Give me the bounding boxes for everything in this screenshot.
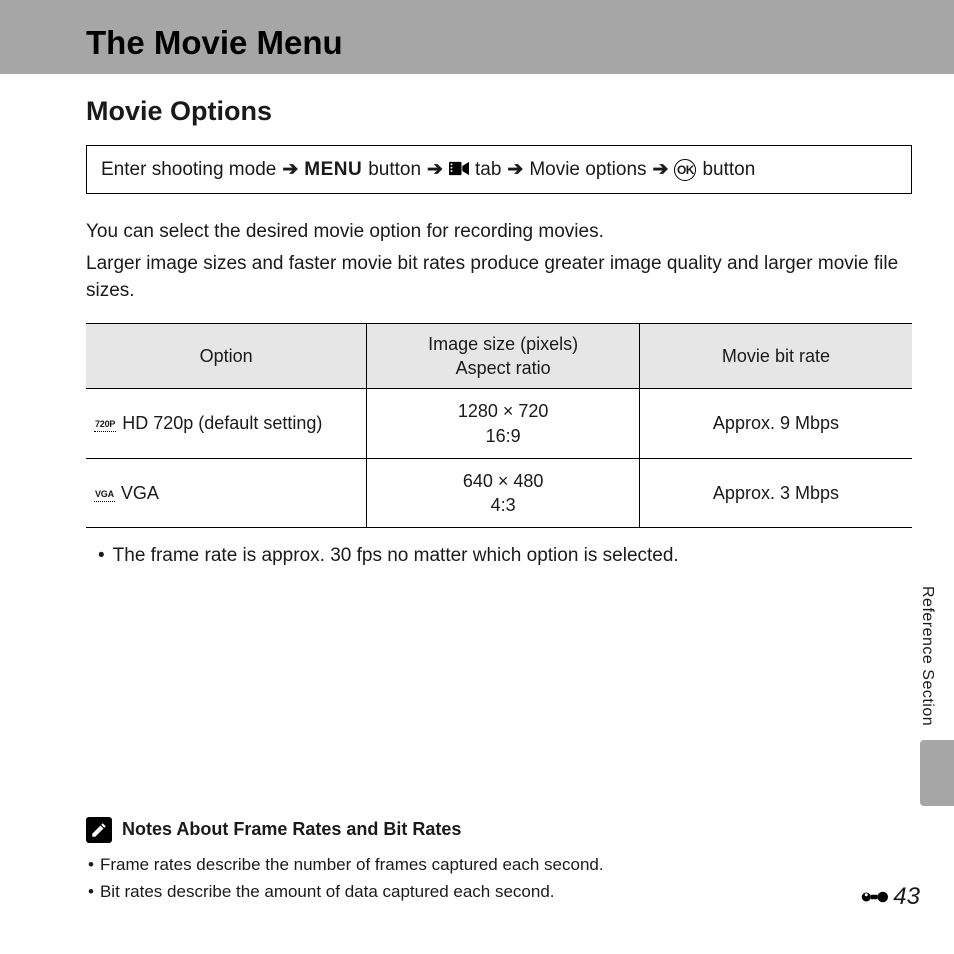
side-tab-label: Reference Section	[918, 586, 954, 726]
arrow-icon: ➔	[282, 158, 298, 181]
notes-section: Notes About Frame Rates and Bit Rates Fr…	[86, 817, 912, 905]
table-row: VGAVGA 640 × 4804:3 Approx. 3 Mbps	[86, 458, 912, 528]
nav-step-shooting: Enter shooting mode	[101, 159, 276, 181]
arrow-icon: ➔	[653, 158, 669, 181]
cell-size: 1280 × 72016:9	[367, 389, 640, 459]
cell-bitrate: Approx. 9 Mbps	[639, 389, 912, 459]
bullet-list: The frame rate is approx. 30 fps no matt…	[86, 542, 912, 571]
cell-option: 720PHD 720p (default setting)	[86, 389, 367, 459]
format-720p-icon: 720P	[94, 418, 116, 432]
pencil-note-icon	[86, 817, 112, 843]
nav-step-tab: tab	[475, 159, 501, 181]
movie-tab-icon	[449, 159, 469, 181]
page-number: 43	[861, 883, 920, 911]
intro-paragraph-1: You can select the desired movie option …	[86, 218, 912, 246]
ok-button-icon: OK	[674, 159, 696, 181]
nav-step-button1: button	[368, 159, 421, 181]
side-tab: Reference Section	[918, 586, 954, 806]
page-header: The Movie Menu	[0, 0, 954, 74]
page-ref-icon	[861, 889, 891, 905]
th-option: Option	[86, 323, 367, 389]
notes-item: Bit rates describe the amount of data ca…	[88, 878, 912, 905]
cell-option: VGAVGA	[86, 458, 367, 528]
side-tab-block	[920, 740, 954, 806]
nav-step-button2: button	[702, 159, 755, 181]
th-size: Image size (pixels) Aspect ratio	[367, 323, 640, 389]
bullet-item: The frame rate is approx. 30 fps no matt…	[98, 542, 912, 571]
options-table: Option Image size (pixels) Aspect ratio …	[86, 323, 912, 529]
page-title: The Movie Menu	[86, 24, 954, 62]
format-vga-icon: VGA	[94, 488, 115, 502]
th-bitrate: Movie bit rate	[639, 323, 912, 389]
table-row: 720PHD 720p (default setting) 1280 × 720…	[86, 389, 912, 459]
nav-path: Enter shooting mode ➔ MENU button ➔ tab …	[86, 145, 912, 194]
cell-size: 640 × 4804:3	[367, 458, 640, 528]
arrow-icon: ➔	[427, 158, 443, 181]
menu-button-label: MENU	[304, 159, 362, 181]
intro-paragraph-2: Larger image sizes and faster movie bit …	[86, 250, 912, 305]
cell-bitrate: Approx. 3 Mbps	[639, 458, 912, 528]
arrow-icon: ➔	[507, 158, 523, 181]
notes-title: Notes About Frame Rates and Bit Rates	[122, 819, 461, 840]
table-header-row: Option Image size (pixels) Aspect ratio …	[86, 323, 912, 389]
nav-step-movie-options: Movie options	[529, 159, 646, 181]
notes-list: Frame rates describe the number of frame…	[86, 851, 912, 905]
section-title: Movie Options	[86, 96, 912, 127]
notes-item: Frame rates describe the number of frame…	[88, 851, 912, 878]
